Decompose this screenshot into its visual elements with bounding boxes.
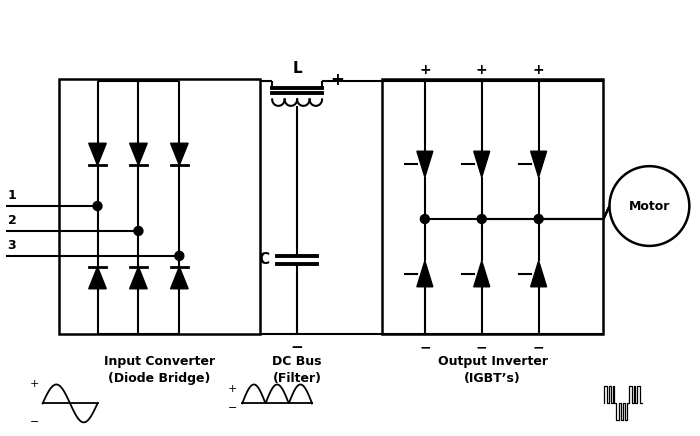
Circle shape	[93, 201, 102, 211]
Polygon shape	[130, 267, 147, 289]
Text: Output Inverter: Output Inverter	[438, 355, 547, 368]
Text: 1: 1	[8, 189, 16, 202]
Text: −: −	[228, 403, 237, 413]
Polygon shape	[531, 261, 547, 287]
Polygon shape	[171, 267, 188, 289]
Polygon shape	[89, 267, 106, 289]
Polygon shape	[474, 151, 490, 177]
Polygon shape	[531, 151, 547, 177]
Text: −: −	[476, 341, 488, 354]
Polygon shape	[171, 143, 188, 165]
Text: 2: 2	[8, 214, 16, 227]
Bar	[382, 79, 603, 334]
Text: (IGBT’s): (IGBT’s)	[464, 372, 521, 385]
Text: C: C	[258, 252, 270, 267]
Polygon shape	[89, 143, 106, 165]
Text: (Diode Bridge): (Diode Bridge)	[108, 372, 211, 385]
Circle shape	[477, 215, 486, 224]
Polygon shape	[130, 143, 147, 165]
Circle shape	[175, 252, 184, 260]
Bar	[59, 79, 260, 334]
Text: DC Bus: DC Bus	[272, 355, 322, 368]
Circle shape	[134, 226, 143, 235]
Text: +: +	[419, 64, 430, 78]
Polygon shape	[417, 151, 433, 177]
Circle shape	[534, 215, 543, 224]
Text: +: +	[533, 64, 545, 78]
Text: +: +	[30, 379, 39, 389]
Polygon shape	[474, 261, 490, 287]
Text: −: −	[30, 417, 39, 427]
Text: +: +	[330, 72, 344, 89]
Text: −: −	[419, 341, 430, 354]
Text: L: L	[293, 61, 302, 76]
Text: Input Converter: Input Converter	[104, 355, 215, 368]
Polygon shape	[417, 261, 433, 287]
Text: Motor: Motor	[629, 200, 670, 212]
Text: (Filter): (Filter)	[272, 372, 321, 385]
Text: −: −	[290, 340, 304, 355]
Text: +: +	[228, 385, 237, 395]
Text: 3: 3	[8, 239, 16, 252]
Circle shape	[421, 215, 429, 224]
Text: −: −	[533, 341, 545, 354]
Text: +: +	[476, 64, 488, 78]
